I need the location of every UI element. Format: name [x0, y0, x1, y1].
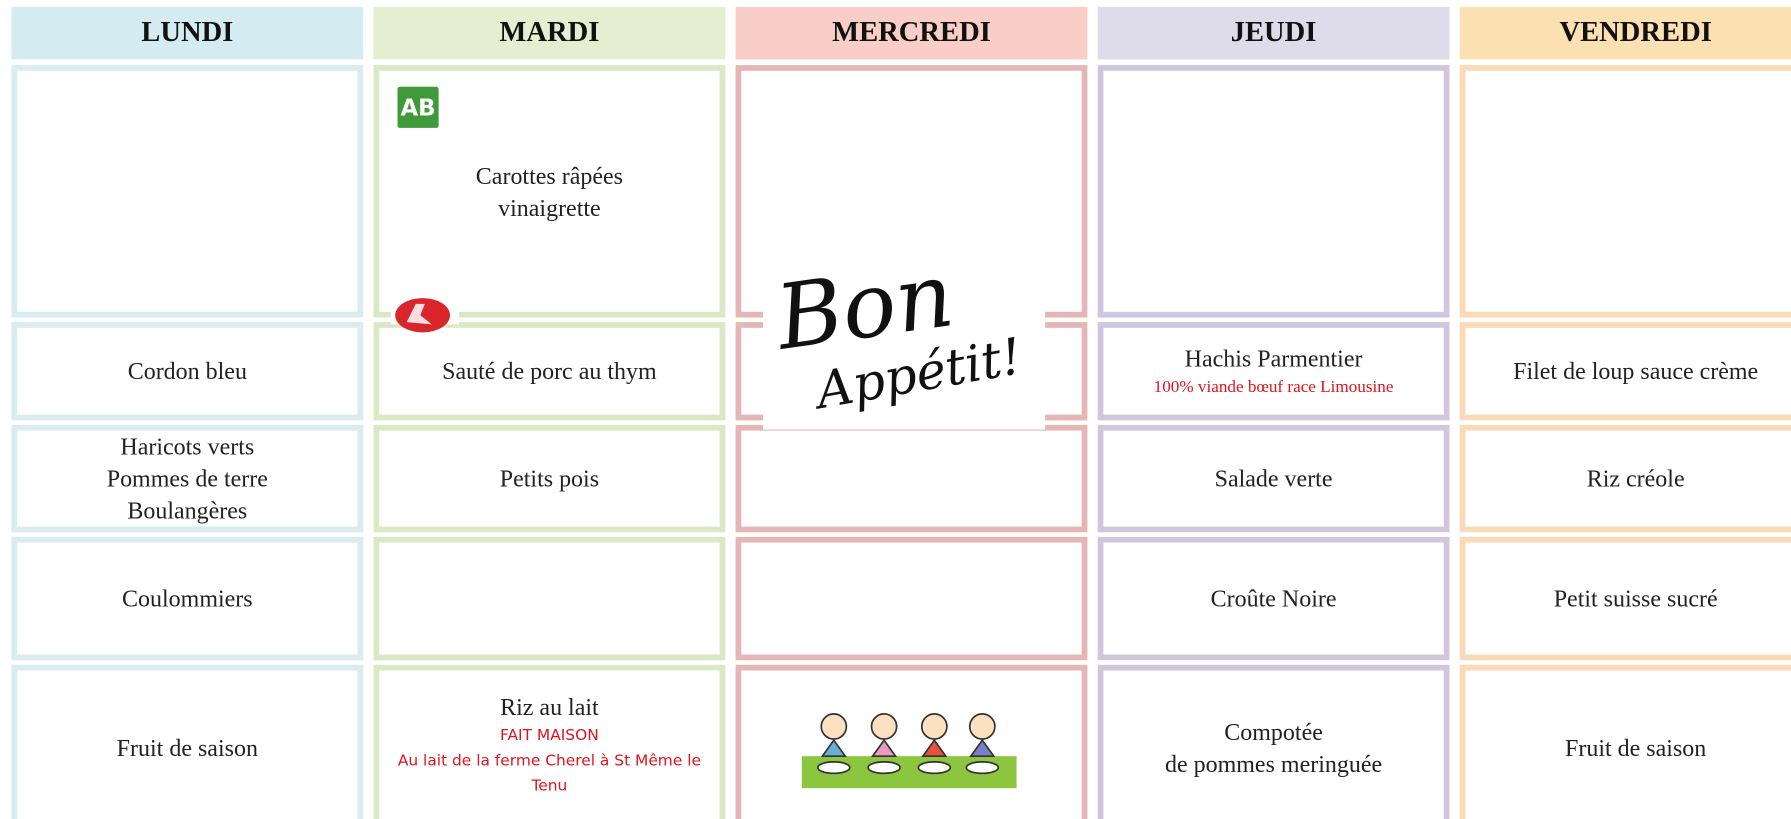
day-header: LUNDI [11, 6, 364, 60]
dish: Pommes de terre [106, 464, 268, 493]
menu-cell: Riz créole [1459, 424, 1791, 533]
logo-ab: AB [397, 86, 439, 128]
menu-cell [735, 664, 1088, 819]
menu-cell: Compotée de pommes meringuée [1097, 664, 1450, 819]
dish: Boulangères [127, 496, 248, 525]
dish: Salade verte [1214, 464, 1333, 493]
dish: Petits pois [499, 464, 600, 493]
dish: Petit suisse sucré [1553, 584, 1718, 613]
dish: Haricots verts [120, 432, 255, 461]
kids-illustration [801, 713, 1017, 789]
bon-appetit: Bon Appétit! [763, 244, 1046, 430]
menu-cell: Riz au lait FAIT MAISON Au lait de la ferm… [373, 664, 726, 819]
dish: Filet de loup sauce crème [1513, 357, 1759, 385]
dish: Compotée [1224, 718, 1323, 746]
dish: Sauté de porc au thym [442, 357, 657, 385]
menu-cell [1459, 65, 1791, 318]
dish: Riz créole [1586, 464, 1685, 493]
menu-cell: Petits pois [373, 424, 726, 533]
menu-cell: Hachis Parmentier 100% viande bœuf race L… [1097, 322, 1450, 421]
dish-note: 100% viande bœuf race Limousine [1153, 378, 1394, 397]
menu-cell: Salade verte [1097, 424, 1450, 533]
menu-cell: Fruit de saison [11, 664, 364, 819]
menu-cell [1097, 65, 1450, 318]
menu-cell: Cordon bleu [11, 322, 364, 421]
dish: de pommes meringuée [1164, 750, 1383, 778]
dish: Croûte Noire [1210, 584, 1337, 613]
menu-cell [11, 65, 364, 318]
dish: Fruit de saison [116, 734, 258, 762]
day-header: VENDREDI [1459, 6, 1791, 60]
menu-cell: Filet de loup sauce crème [1459, 322, 1791, 421]
dish: Hachis Parmentier [1184, 344, 1363, 373]
menu-cell [735, 424, 1088, 533]
dish: vinaigrette [498, 193, 601, 222]
menu-cell: Sauté de porc au thym [373, 322, 726, 421]
menu-cell: Haricots verts Pommes de terre Boulangères [11, 424, 364, 533]
day-header: MARDI [373, 6, 726, 60]
dish: Coulommiers [122, 584, 253, 613]
menu-cell: Petit suisse sucré [1459, 536, 1791, 661]
dish-note: Au lait de la ferme Cherel à St Même le … [397, 751, 701, 796]
dish: Cordon bleu [127, 357, 247, 385]
dish-note: FAIT MAISON [500, 726, 599, 745]
menu-cell [373, 536, 726, 661]
dish: Carottes râpées [475, 161, 624, 190]
day-header: JEUDI [1097, 6, 1450, 60]
menu-cell: Coulommiers [11, 536, 364, 661]
logo-label-rouge [390, 298, 460, 333]
menu-cell [735, 536, 1088, 661]
dish: Fruit de saison [1565, 734, 1707, 762]
menu-cell: Croûte Noire [1097, 536, 1450, 661]
dish: Riz au lait [500, 693, 599, 721]
menu-cell: Fruit de saison [1459, 664, 1791, 819]
day-header: MERCREDI [735, 6, 1088, 60]
